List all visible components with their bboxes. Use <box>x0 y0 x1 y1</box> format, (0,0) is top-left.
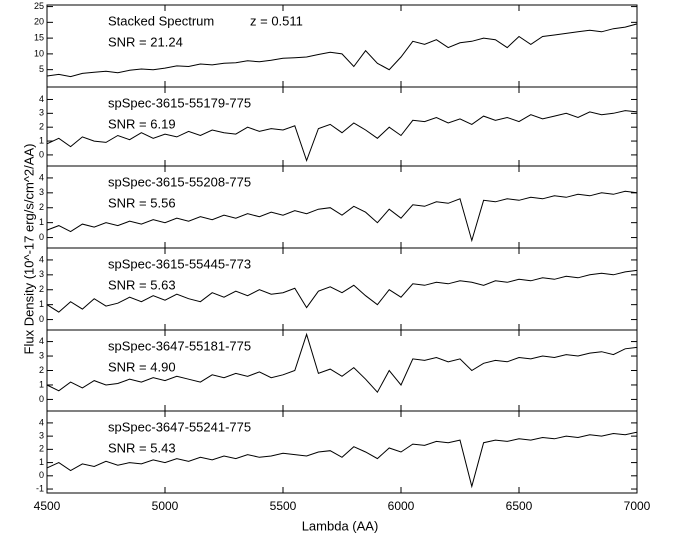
spectrum-line <box>46 190 638 243</box>
y-tick-label: 4 <box>39 94 44 104</box>
y-tick-label: 1 <box>39 299 44 309</box>
annotation: SNR = 5.56 <box>108 195 176 210</box>
spectrum-line <box>46 431 638 489</box>
y-tick-label: 3 <box>39 350 44 360</box>
x-tick-label: 6000 <box>388 499 415 513</box>
y-tick-label: 2 <box>39 202 44 212</box>
panel-title: spSpec-3647-55181-775 <box>108 338 251 353</box>
y-tick-label: 0 <box>39 314 44 324</box>
annotation: z = 0.511 <box>250 13 303 28</box>
y-tick-label: 10 <box>34 48 44 58</box>
x-tick-label: 5500 <box>270 499 297 513</box>
y-tick-label: 2 <box>39 365 44 375</box>
panel-title: spSpec-3615-55208-775 <box>108 174 251 189</box>
y-tick-label: 1 <box>39 379 44 389</box>
spectrum-line <box>46 332 638 394</box>
panel-title: spSpec-3615-55445-773 <box>108 256 251 271</box>
x-axis-label: Lambda (AA) <box>302 518 379 533</box>
y-tick-label: 0 <box>39 149 44 159</box>
y-tick-label: 2 <box>39 284 44 294</box>
y-tick-label: 25 <box>34 1 44 11</box>
y-tick-label: 1 <box>39 457 44 467</box>
annotation: SNR = 5.63 <box>108 277 176 292</box>
y-tick-label: 2 <box>39 122 44 132</box>
panel-frame <box>46 410 638 494</box>
y-tick-label: 0 <box>39 470 44 480</box>
y-tick-label: 3 <box>39 187 44 197</box>
panel-title: spSpec-3647-55241-775 <box>108 419 251 434</box>
y-tick-label: 4 <box>39 172 44 182</box>
panel-title: spSpec-3615-55179-775 <box>108 95 251 110</box>
y-tick-label: 3 <box>39 108 44 118</box>
x-tick-label: 5000 <box>152 499 179 513</box>
x-tick-label: 7000 <box>624 499 651 513</box>
y-tick-label: 4 <box>39 254 44 264</box>
spectrum-line <box>46 23 638 78</box>
annotation: SNR = 5.43 <box>108 440 176 455</box>
y-tick-label: 5 <box>39 64 44 74</box>
y-tick-label: 15 <box>34 32 44 42</box>
y-tick-label: 0 <box>39 394 44 404</box>
spectrum-line <box>46 269 638 313</box>
y-tick-label: 4 <box>39 417 44 427</box>
y-tick-label: 0 <box>39 232 44 242</box>
annotation: SNR = 6.19 <box>108 116 176 131</box>
y-tick-label: 1 <box>39 135 44 145</box>
y-tick-label: 4 <box>39 336 44 346</box>
y-axis-label: Flux Density (10^-17 erg/s/cm^2/AA) <box>21 144 36 355</box>
spectrum-line <box>46 110 638 162</box>
x-tick-label: 4500 <box>34 499 61 513</box>
y-tick-label: 2 <box>39 444 44 454</box>
y-tick-label: 1 <box>39 217 44 227</box>
y-tick-label: -1 <box>36 483 44 493</box>
y-tick-label: 3 <box>39 269 44 279</box>
panel-title: Stacked Spectrum <box>108 13 214 28</box>
y-tick-label: 20 <box>34 17 44 27</box>
annotation: SNR = 4.90 <box>108 359 176 374</box>
x-tick-label: 6500 <box>506 499 533 513</box>
annotation: SNR = 21.24 <box>108 34 183 49</box>
y-tick-label: 3 <box>39 431 44 441</box>
